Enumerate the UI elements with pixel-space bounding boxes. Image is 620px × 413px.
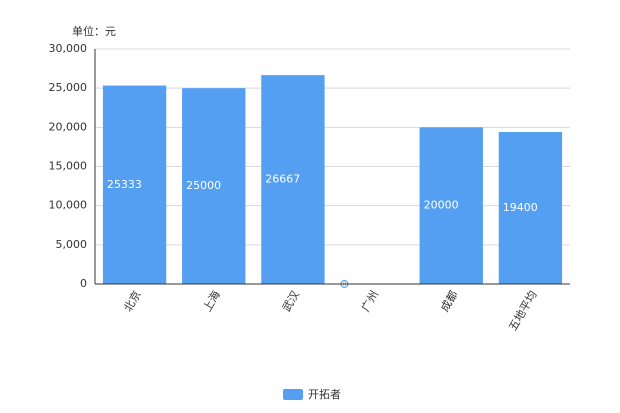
x-tick-label: 成都 [438,289,460,315]
bar [102,85,167,284]
y-tick-label: 0 [80,277,87,290]
unit-label: 单位：元 [72,24,116,38]
x-tick-label: 上海 [200,288,223,314]
bar [182,88,246,285]
y-tick-label: 25,000 [49,81,88,94]
bar [498,132,563,284]
x-tick-label: 五地平均 [506,289,539,334]
y-tick-label: 10,000 [49,199,88,212]
legend-label: 开拓者 [308,387,341,401]
bar [261,75,325,285]
legend-swatch [283,389,303,400]
data-label: 26667 [265,173,300,186]
bar [419,127,483,284]
y-tick-label: 5,000 [56,238,88,251]
y-tick-label: 20,000 [49,120,88,133]
x-tick-label: 武汉 [280,289,302,315]
x-tick-label: 北京 [121,288,144,314]
data-label: 25000 [186,179,221,192]
y-tick-label: 30,000 [49,42,88,55]
data-label: 19400 [503,201,538,214]
y-tick-label: 15,000 [49,160,88,173]
x-tick-label: 广州 [359,289,381,315]
data-label: 20000 [424,199,459,212]
data-label: 25333 [107,178,142,191]
